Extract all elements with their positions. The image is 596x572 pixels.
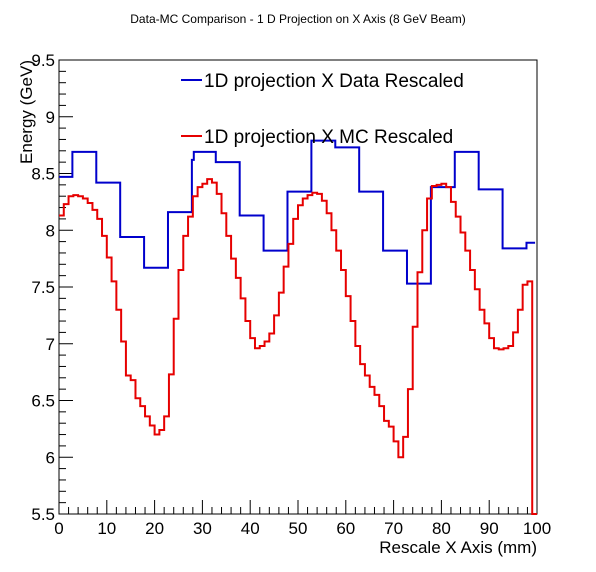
- legend-label: 1D projection X MC Rescaled: [204, 127, 453, 148]
- y-tick-label: 6.5: [31, 392, 55, 411]
- y-tick-label: 7.5: [31, 278, 55, 297]
- y-tick-label: 6: [46, 448, 55, 467]
- x-tick-label: 80: [432, 519, 451, 538]
- x-tick-label: 90: [480, 519, 499, 538]
- x-tick-label: 30: [193, 519, 212, 538]
- series-group: [59, 139, 537, 515]
- y-tick-label: 7: [46, 335, 55, 354]
- x-tick-label: 70: [384, 519, 403, 538]
- y-axis-title: Energy (GeV): [17, 60, 36, 164]
- x-tick-label: 60: [336, 519, 355, 538]
- legend-label: 1D projection X Data Rescaled: [204, 71, 464, 92]
- x-tick-label: 0: [54, 519, 63, 538]
- x-axis-title: Rescale X Axis (mm): [379, 538, 537, 557]
- x-tick-label: 50: [289, 519, 308, 538]
- x-tick-label: 10: [97, 519, 116, 538]
- x-tick-label: 100: [523, 519, 551, 538]
- x-tick-label: 20: [145, 519, 164, 538]
- series-line-data: [59, 139, 536, 285]
- chart-title: Data-MC Comparison - 1 D Projection on X…: [130, 12, 465, 26]
- y-tick-label: 5.5: [31, 505, 55, 524]
- y-tick-label: 9.5: [31, 51, 55, 70]
- axes: 0 10 20 30 40 50 60 70 80 90 100 5.5 6 6.5 7 7.5 8 8.5 9 9.…: [31, 51, 551, 538]
- y-tick-label: 8.5: [31, 165, 55, 184]
- y-tick-label: 8: [46, 221, 55, 240]
- x-tick-label: 40: [241, 519, 260, 538]
- y-tick-label: 9: [46, 108, 55, 127]
- series-line-mc: [59, 178, 537, 515]
- legend: 1D projection X Data Rescaled 1D projecti…: [181, 71, 464, 148]
